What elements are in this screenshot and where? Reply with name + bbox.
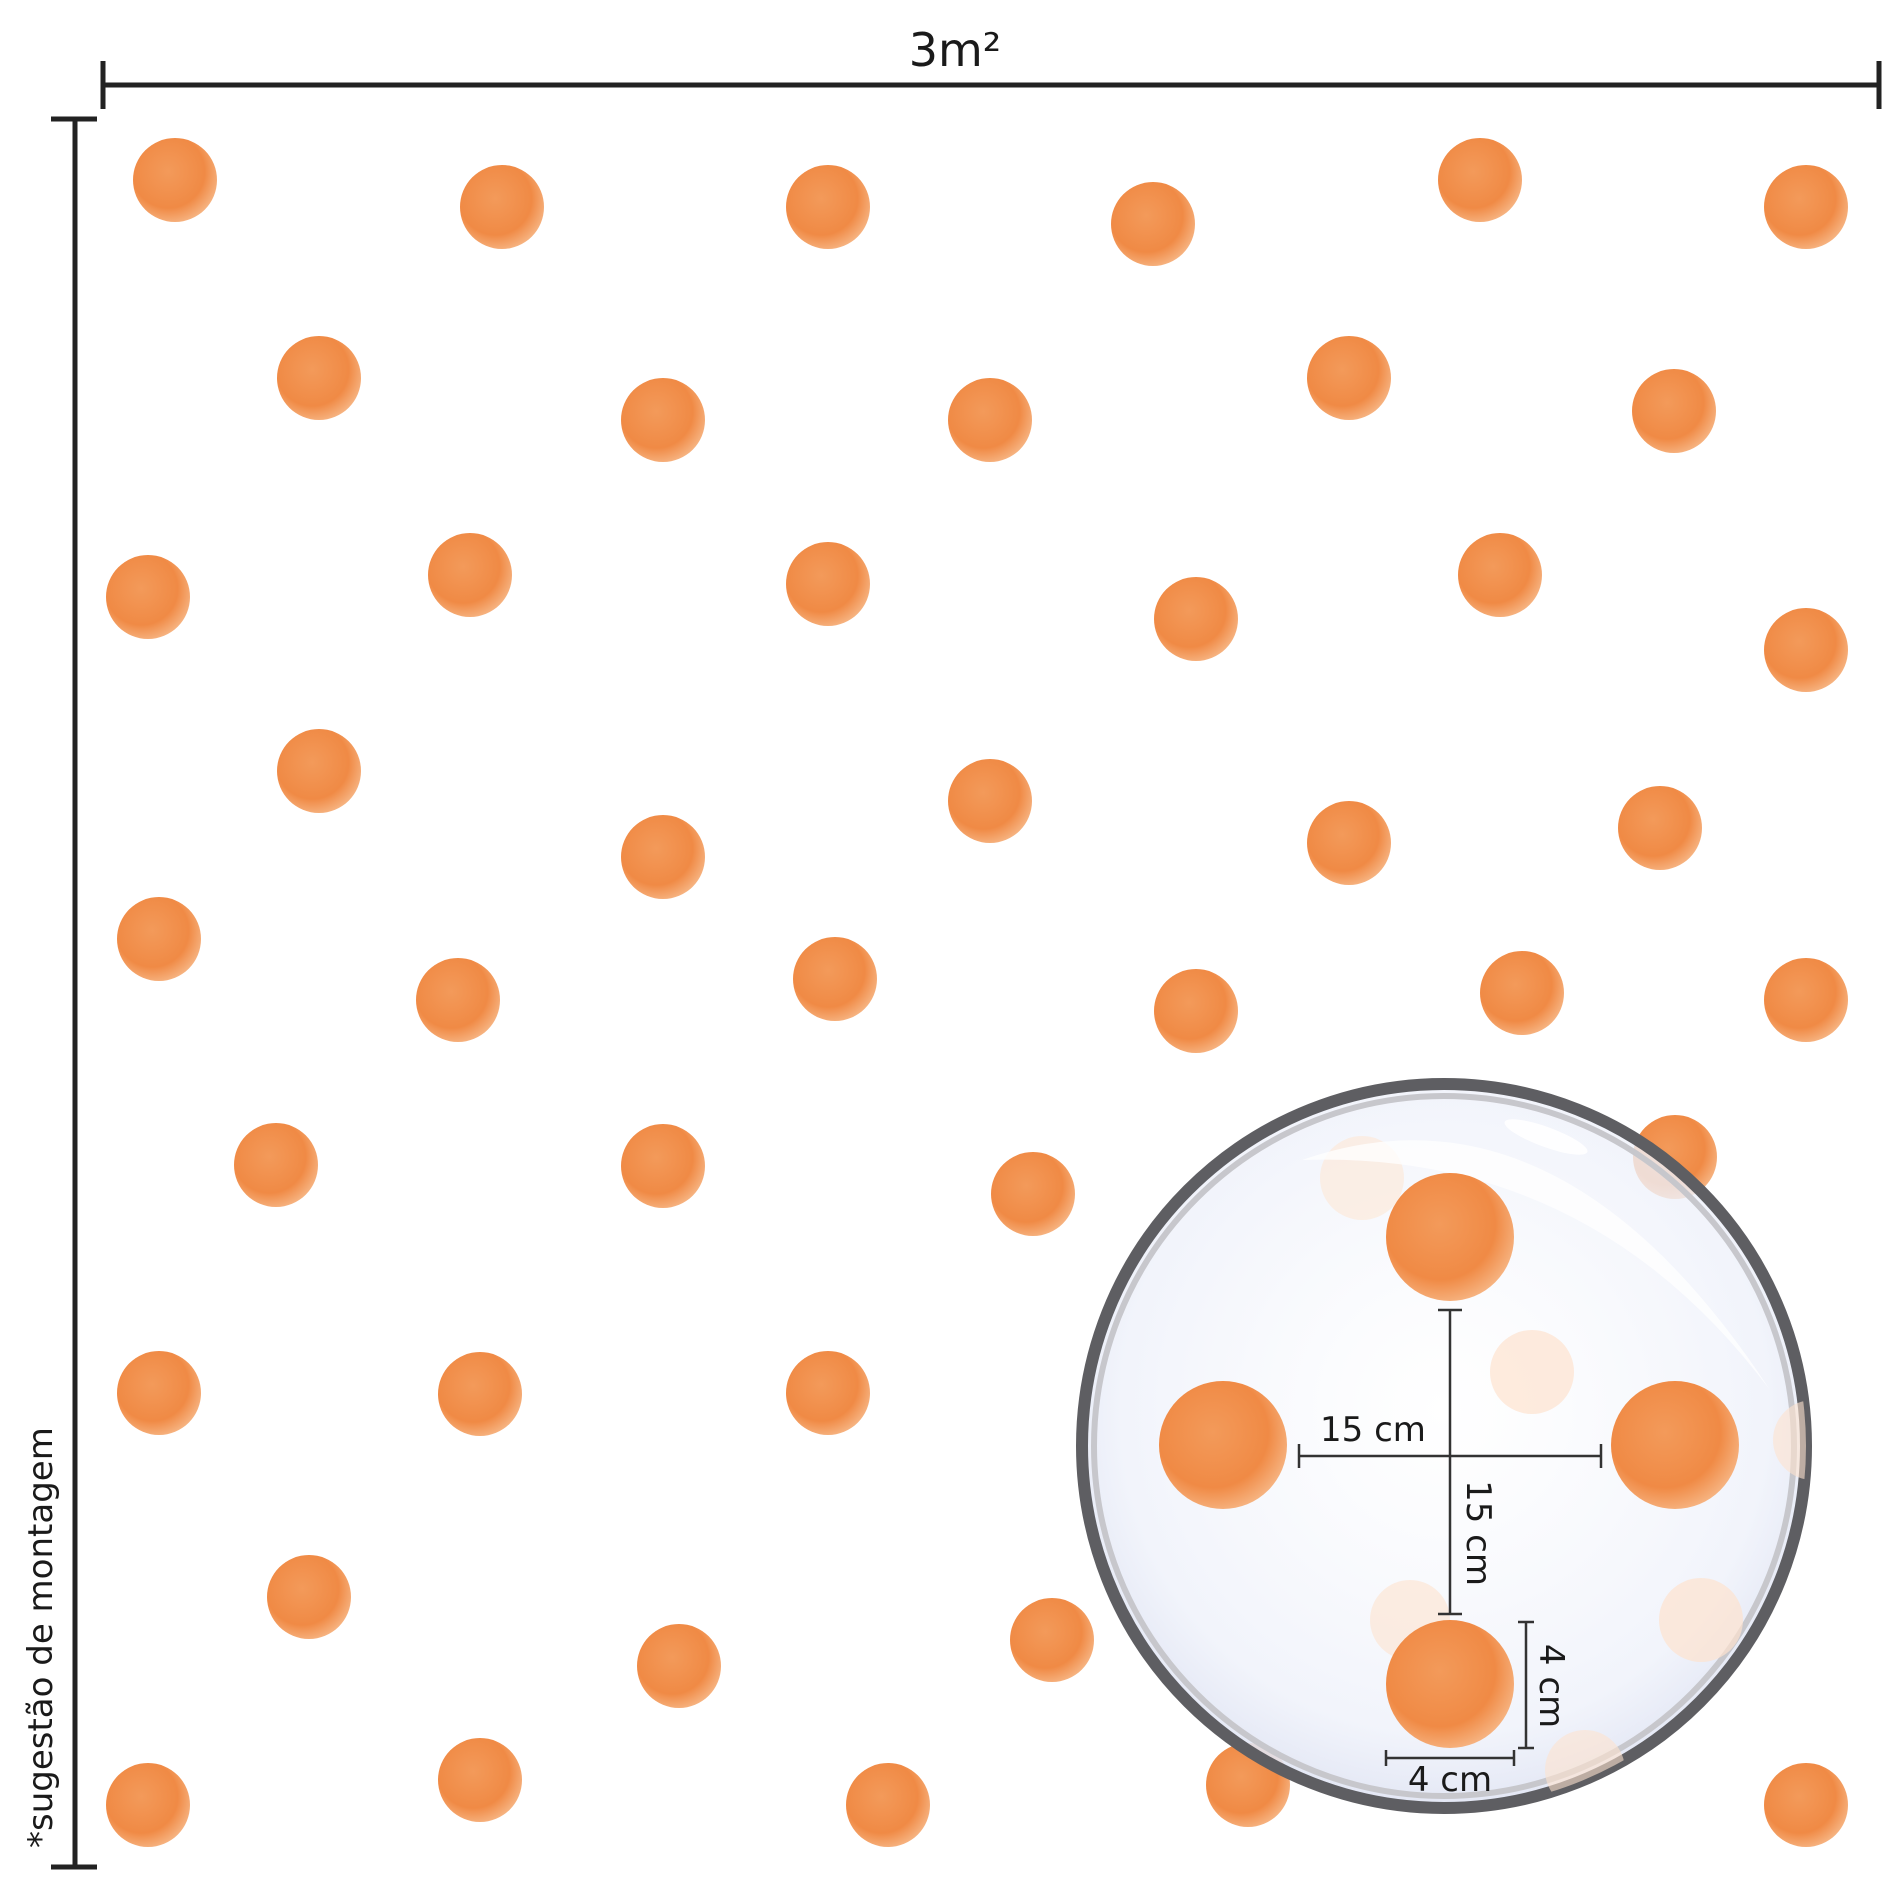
side-note: *sugestão de montagem — [21, 1427, 61, 1848]
polka-dot — [1764, 958, 1848, 1042]
polka-dot — [786, 542, 870, 626]
polka-dot — [1154, 969, 1238, 1053]
spacing-vertical-label: 15 cm — [1458, 1480, 1498, 1586]
polka-dot — [234, 1123, 318, 1207]
polka-dot — [621, 815, 705, 899]
lens-dot-right — [1611, 1381, 1739, 1509]
polka-dot — [948, 378, 1032, 462]
polka-dot — [1764, 608, 1848, 692]
width-dimension — [100, 61, 1882, 109]
polka-dot — [1438, 138, 1522, 222]
polka-dot — [991, 1152, 1075, 1236]
height-dimension — [51, 116, 97, 1870]
lens-dot-left — [1159, 1381, 1287, 1509]
polka-dot — [460, 165, 544, 249]
polka-dot — [1111, 182, 1195, 266]
polka-dot — [1764, 1763, 1848, 1847]
polka-dot — [1480, 951, 1564, 1035]
lens-glare — [1302, 1140, 1770, 1390]
polka-dot — [1632, 369, 1716, 453]
polka-dot — [793, 937, 877, 1021]
polka-dot — [786, 165, 870, 249]
lens-faded-dots — [1320, 1136, 1806, 1808]
polka-dot — [621, 1124, 705, 1208]
polka-dot — [277, 336, 361, 420]
polka-dot — [1764, 165, 1848, 249]
polka-dot — [277, 729, 361, 813]
polka-dots — [106, 138, 1848, 1847]
magnifier-lens: 15 cm 15 cm 4 cm 4 cm — [1076, 1078, 1812, 1814]
spacing-horizontal-label: 15 cm — [1320, 1410, 1426, 1450]
polka-dot — [637, 1624, 721, 1708]
polka-dot — [1307, 336, 1391, 420]
polka-dot — [117, 1351, 201, 1435]
polka-dot — [106, 555, 190, 639]
polka-dot — [1154, 577, 1238, 661]
polka-dot — [438, 1738, 522, 1822]
polka-dot — [1618, 786, 1702, 870]
polka-dot — [428, 533, 512, 617]
polka-dot — [416, 958, 500, 1042]
spacing-lines — [1297, 1308, 1603, 1766]
dot-width-label: 4 cm — [1408, 1760, 1492, 1800]
polka-dot — [267, 1555, 351, 1639]
polka-dot — [106, 1763, 190, 1847]
dot-height-label: 4 cm — [1531, 1644, 1571, 1728]
polka-dot — [133, 138, 217, 222]
polka-dot — [1010, 1598, 1094, 1682]
width-label: 3m² — [909, 23, 1002, 77]
polka-dot — [846, 1763, 930, 1847]
lens-dot-top — [1386, 1173, 1514, 1301]
polka-dot — [1458, 533, 1542, 617]
polka-dot — [786, 1351, 870, 1435]
polka-dot — [1307, 801, 1391, 885]
polka-dot — [948, 759, 1032, 843]
polka-dot — [621, 378, 705, 462]
lens-dot-bottom — [1386, 1620, 1514, 1748]
polka-dot — [438, 1352, 522, 1436]
polka-dot — [117, 897, 201, 981]
